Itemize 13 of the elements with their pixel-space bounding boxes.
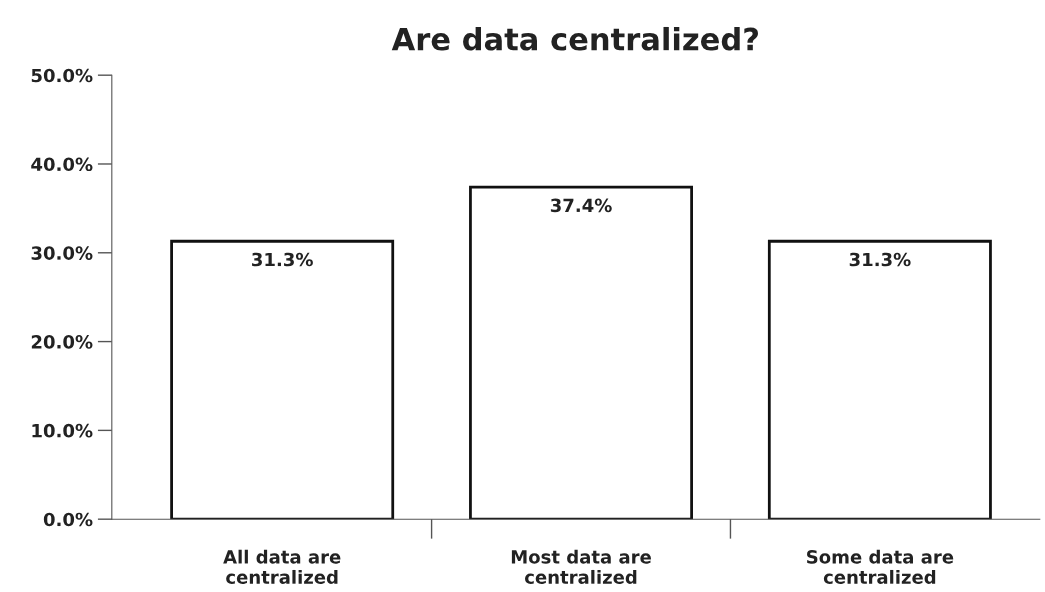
data-label: 31.3% — [252, 252, 313, 267]
chart-title: Are data centralized? — [391, 26, 758, 51]
data-label: 31.3% — [849, 252, 911, 267]
y-tick-label: 30.0% — [31, 246, 93, 260]
x-tick-label: Some data are centralized — [807, 549, 954, 584]
y-tick-label: 0.0% — [43, 512, 93, 527]
data-label: 37.4% — [550, 198, 612, 213]
x-tick-label: All data are centralized — [223, 549, 341, 584]
y-tick-label: 10.0% — [32, 423, 93, 438]
x-tick-label: Most data are centralized — [511, 549, 651, 584]
y-tick-label: 50.0% — [31, 68, 93, 83]
y-tick-label: 40.0% — [31, 157, 93, 172]
y-tick-label: 20.0% — [31, 335, 93, 349]
